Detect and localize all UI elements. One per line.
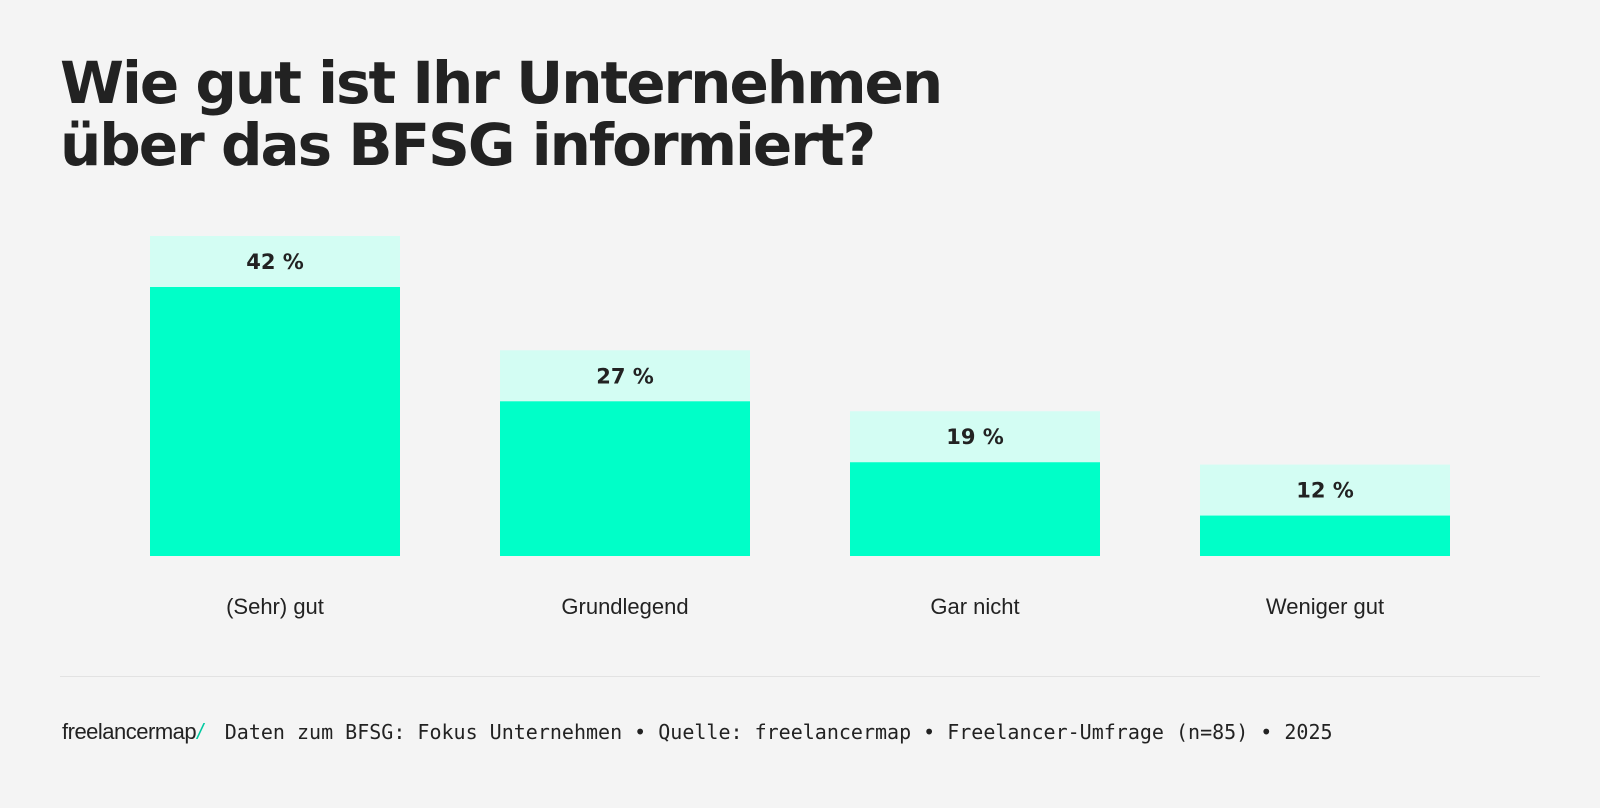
bar-cap-1 (500, 350, 750, 402)
freelancermap-logo[interactable]: freelancermap / (62, 719, 203, 745)
category-label-3: Weniger gut (1266, 594, 1384, 619)
bar-cap-2 (850, 411, 1100, 463)
bar-2 (850, 462, 1100, 556)
bar-0 (150, 287, 400, 556)
bar-cap-0 (150, 236, 400, 287)
category-label-1: Grundlegend (561, 594, 688, 619)
bar-1 (500, 401, 750, 556)
bar-value-label-0: 42 % (246, 250, 304, 274)
footer: freelancermap / Daten zum BFSG: Fokus Un… (62, 719, 1333, 745)
bar-value-label-3: 12 % (1296, 479, 1354, 503)
chart-title-line-2: über das BFSG informiert? (60, 111, 876, 179)
source-note: Daten zum BFSG: Fokus Unternehmen • Quel… (224, 720, 1333, 744)
category-label-2: Gar nicht (930, 594, 1019, 619)
category-label-0: (Sehr) gut (226, 594, 324, 619)
bar-3 (1200, 515, 1450, 556)
bar-cap-3 (1200, 464, 1450, 516)
bar-chart: 42 % (Sehr) gut 27 % Grundlegend 19 % Gar nic… (150, 236, 1450, 619)
chart-title: Wie gut ist Ihr Unternehmen über das BFS… (60, 49, 943, 179)
logo-slash-icon: / (197, 719, 203, 744)
logo-text: freelancermap (62, 719, 197, 744)
footer-divider (60, 676, 1540, 677)
chart-title-line-1: Wie gut ist Ihr Unternehmen (60, 49, 943, 117)
bar-value-label-2: 19 % (946, 425, 1004, 449)
bar-value-label-1: 27 % (596, 364, 654, 388)
